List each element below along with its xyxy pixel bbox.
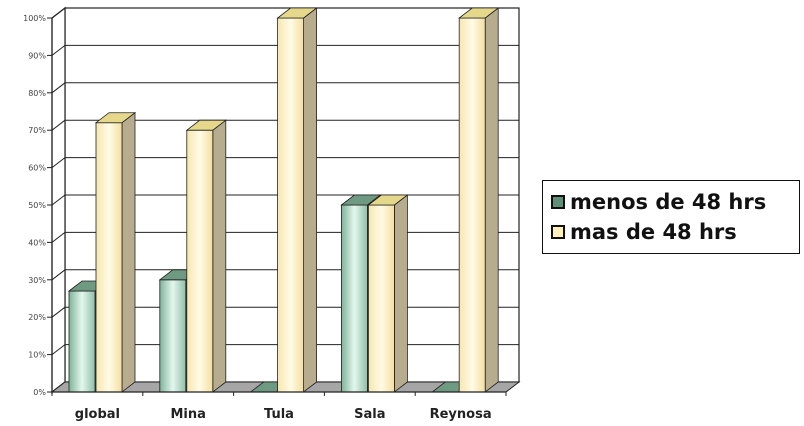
bar-mas-Tula	[276, 7, 318, 393]
x-tick-label-Tula: Tula	[264, 407, 294, 422]
gridline-diagonal	[51, 82, 66, 94]
gridline-diagonal	[51, 7, 66, 19]
legend-label-mas: mas de 48 hrs	[570, 220, 737, 244]
bar-side	[121, 111, 136, 393]
legend-item-mas: mas de 48 hrs	[551, 217, 791, 247]
bar-front	[95, 122, 123, 393]
bar-top	[340, 194, 382, 206]
bar-top	[458, 7, 500, 19]
gridline-diagonal	[51, 269, 66, 281]
y-tick-label: 70%	[28, 126, 46, 135]
bar-front	[159, 279, 187, 393]
bar-front	[68, 290, 96, 393]
bar-mas-global	[94, 111, 137, 393]
x-tick-label-Mina: Mina	[170, 407, 205, 422]
y-tick-label: 50%	[28, 201, 46, 210]
gridline-diagonal	[51, 306, 66, 318]
bar-front	[340, 204, 368, 393]
y-tick-label: 20%	[28, 313, 46, 322]
y-tick-label: 10%	[28, 351, 46, 360]
bar-side	[212, 119, 227, 393]
bar-front	[186, 129, 214, 393]
legend-swatch-mas	[551, 225, 565, 239]
bar-front	[277, 17, 305, 393]
gridline-diagonal	[51, 194, 66, 206]
legend-item-menos: menos de 48 hrs	[551, 187, 791, 217]
y-tick-label: 0%	[33, 388, 46, 397]
x-tick-label-Reynosa: Reynosa	[430, 407, 492, 422]
bar-side	[393, 194, 408, 393]
gridline-diagonal	[51, 119, 66, 131]
y-tick-label: 100%	[23, 14, 46, 23]
legend: menos de 48 hrs mas de 48 hrs	[542, 180, 800, 254]
gridline-diagonal	[51, 232, 66, 243]
bar-mas-Sala	[367, 194, 409, 393]
bar-mas-Mina	[185, 119, 227, 393]
bar-side	[484, 7, 499, 393]
y-tick-label: 90%	[28, 51, 46, 60]
gridline-diagonal	[51, 45, 66, 56]
bar-front	[367, 204, 395, 393]
bar-top	[276, 7, 318, 19]
bar-top	[185, 119, 227, 131]
gridline-diagonal	[51, 157, 66, 168]
legend-label-menos: menos de 48 hrs	[570, 190, 767, 214]
y-tick-label: 30%	[28, 276, 46, 285]
bar-top	[367, 194, 409, 206]
x-tick-label-global: global	[75, 407, 120, 422]
y-tick-label: 60%	[28, 164, 46, 173]
bar-mas-Reynosa	[458, 7, 500, 393]
bar-side	[303, 7, 318, 393]
y-tick-label: 40%	[28, 238, 46, 247]
bar-front	[458, 17, 486, 393]
bar-top	[94, 112, 137, 124]
legend-swatch-menos	[551, 195, 565, 209]
y-tick-label: 80%	[28, 89, 46, 98]
gridline-diagonal	[51, 344, 66, 355]
x-tick-label-Sala: Sala	[354, 407, 385, 422]
